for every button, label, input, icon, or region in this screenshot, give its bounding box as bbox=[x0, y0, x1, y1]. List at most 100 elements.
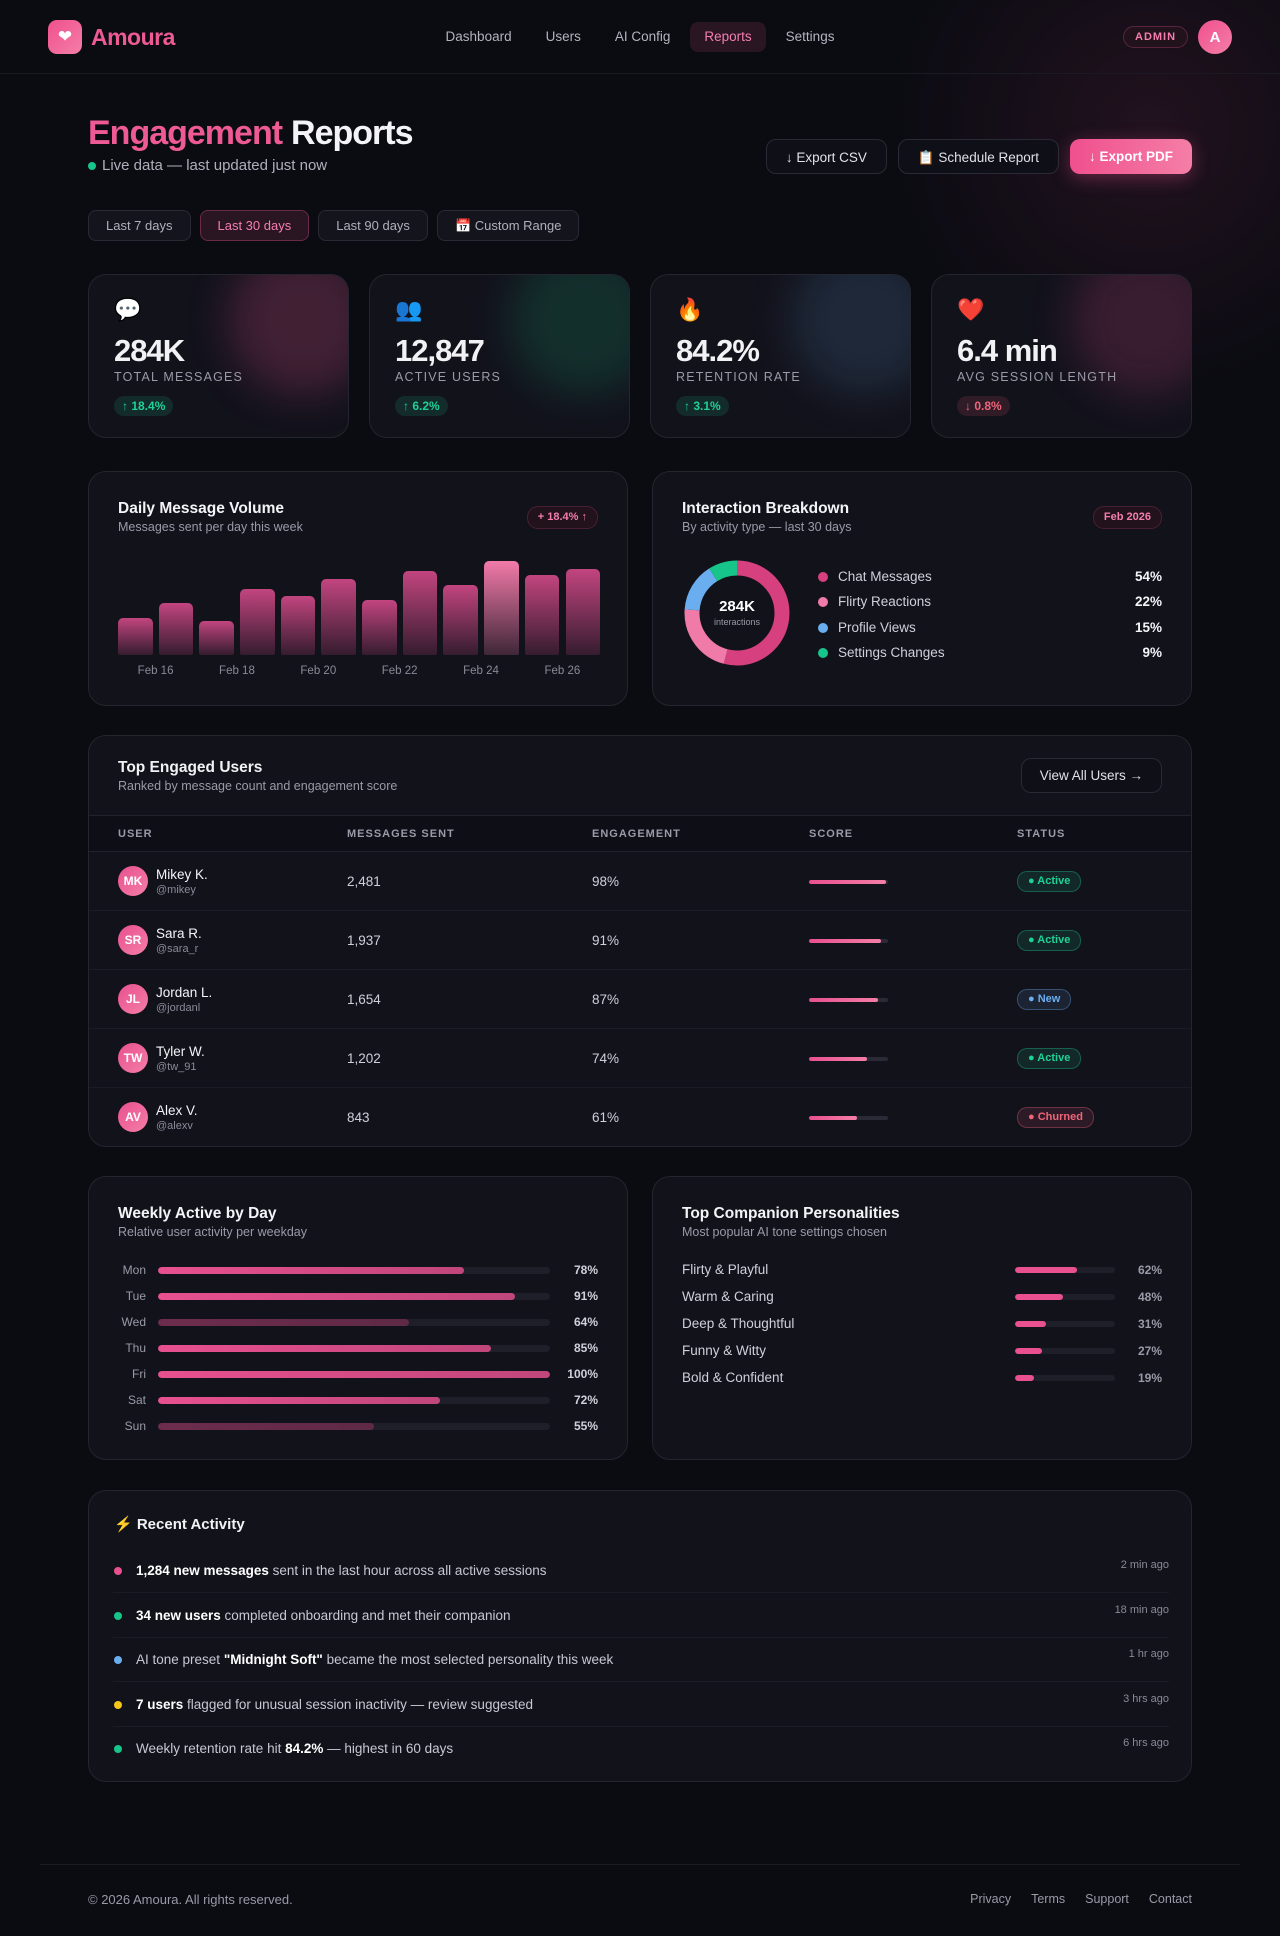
user-handle: @mikey bbox=[156, 884, 196, 896]
filter-button[interactable]: Last 30 days bbox=[199, 210, 310, 241]
view-all-button[interactable]: View All Users → bbox=[1020, 758, 1162, 793]
user-name: Tyler W. bbox=[156, 1044, 205, 1059]
stat-label: AVG SESSION LENGTH bbox=[957, 370, 1118, 384]
activity-dot bbox=[114, 1567, 122, 1575]
day-label: Sun bbox=[124, 1419, 146, 1433]
x-tick-label: Feb 26 bbox=[544, 665, 581, 677]
bar bbox=[280, 596, 316, 655]
footer-divider bbox=[40, 1864, 1240, 1865]
footer-link[interactable]: Privacy bbox=[970, 1892, 1012, 1906]
activity-time: 6 hrs ago bbox=[1123, 1737, 1169, 1749]
stat-card: 💬 284K TOTAL MESSAGES ↑ 18.4% bbox=[88, 274, 349, 438]
value-label: 55% bbox=[573, 1419, 598, 1433]
logo-icon: ❤ bbox=[48, 20, 82, 54]
donut-segment bbox=[684, 560, 790, 666]
user-avatar: JL bbox=[118, 984, 148, 1014]
bar bbox=[158, 1344, 492, 1352]
column-header: SCORE bbox=[809, 828, 854, 840]
avatar[interactable]: A bbox=[1198, 20, 1232, 54]
activity-dot bbox=[114, 1611, 122, 1620]
brand: Amoura bbox=[91, 24, 175, 50]
filter-button[interactable]: Last 90 days bbox=[318, 210, 428, 241]
action-button[interactable]: ↓ Export PDF bbox=[1069, 139, 1192, 174]
card-subtitle: Relative user activity per weekday bbox=[118, 1225, 307, 1239]
bar-track bbox=[158, 1396, 550, 1404]
activity-card: ⚡ Recent Activity 1,284 new messages sent… bbox=[88, 1490, 1192, 1782]
score-track bbox=[809, 939, 888, 943]
x-tick-label: Feb 18 bbox=[219, 665, 255, 677]
value-label: 72% bbox=[573, 1393, 598, 1407]
value-label: 64% bbox=[573, 1315, 598, 1329]
legend-value: 22% bbox=[1134, 594, 1162, 610]
value-label: 62% bbox=[1137, 1263, 1162, 1277]
score-bar bbox=[809, 1057, 868, 1061]
score-track bbox=[809, 1116, 888, 1120]
score-track bbox=[809, 998, 888, 1002]
user-handle: @jordanl bbox=[156, 1002, 201, 1014]
user-avatar: SR bbox=[118, 925, 148, 955]
activity-span: — highest in 60 days bbox=[323, 1741, 454, 1756]
bar bbox=[524, 574, 560, 655]
stat-value: 284K bbox=[114, 333, 185, 368]
stat-icon: 💬 bbox=[114, 297, 142, 322]
x-tick-label: Feb 24 bbox=[463, 665, 499, 677]
score-bar bbox=[809, 880, 887, 884]
legend-dot bbox=[818, 647, 828, 658]
engagement: 91% bbox=[592, 933, 620, 948]
footer-links: Privacy Terms Support Contact bbox=[970, 1892, 1192, 1906]
score-bar bbox=[809, 939, 881, 943]
nav-link[interactable]: Reports bbox=[690, 22, 766, 52]
stat-change: ↑ 18.4% bbox=[114, 396, 174, 416]
legend-label: Flirty Reactions bbox=[838, 594, 932, 610]
nav-link[interactable]: Dashboard bbox=[445, 29, 512, 44]
stat-label: RETENTION RATE bbox=[676, 370, 801, 384]
messages-sent: 2,481 bbox=[347, 874, 381, 889]
nav-link[interactable]: AI Config bbox=[614, 29, 671, 44]
value-label: 48% bbox=[1137, 1290, 1162, 1304]
card-subtitle: Ranked by message count and engagement s… bbox=[118, 779, 398, 793]
action-button[interactable]: ↓ Export CSV bbox=[765, 139, 887, 174]
messages-sent: 1,654 bbox=[347, 992, 381, 1007]
value-label: 19% bbox=[1137, 1371, 1162, 1385]
stat-icon: ❤️ bbox=[957, 297, 985, 322]
activity-highlight: "Midnight Soft" bbox=[223, 1652, 323, 1667]
footer-link[interactable]: Support bbox=[1085, 1892, 1129, 1906]
footer-link[interactable]: Terms bbox=[1031, 1892, 1066, 1906]
bar bbox=[565, 568, 600, 655]
action-button[interactable]: 📋 Schedule Report bbox=[897, 139, 1059, 174]
card-title: Weekly Active by Day bbox=[118, 1205, 277, 1222]
legend-value: 9% bbox=[1142, 644, 1162, 660]
nav-link[interactable]: Settings bbox=[785, 29, 835, 44]
score-track bbox=[809, 880, 888, 884]
card-title: ⚡ Recent Activity bbox=[114, 1516, 245, 1533]
footer-link[interactable]: Contact bbox=[1148, 1892, 1192, 1906]
nav-link[interactable]: Users bbox=[545, 29, 581, 44]
activity-dot bbox=[114, 1656, 122, 1664]
score-track bbox=[809, 1057, 888, 1061]
user-name: Alex V. bbox=[156, 1103, 198, 1118]
activity-span: flagged for unusual session inactivity —… bbox=[183, 1696, 533, 1712]
activity-highlight: 34 new users bbox=[136, 1607, 221, 1623]
bar bbox=[1015, 1348, 1042, 1354]
donut-chart: 284K interactions bbox=[684, 560, 790, 666]
user-name: Jordan L. bbox=[156, 985, 213, 1000]
bar-track bbox=[1015, 1267, 1115, 1273]
activity-time: 1 hr ago bbox=[1128, 1648, 1169, 1660]
stat-change: ↑ 3.1% bbox=[676, 396, 729, 416]
bar bbox=[1015, 1375, 1034, 1381]
bar bbox=[484, 561, 519, 655]
bar bbox=[158, 1370, 550, 1378]
stat-value: 12,847 bbox=[395, 333, 485, 368]
card-title: Top Engaged Users bbox=[118, 759, 263, 776]
filter-button[interactable]: Last 7 days bbox=[88, 210, 191, 241]
column-header: ENGAGEMENT bbox=[592, 828, 681, 840]
bar bbox=[118, 617, 153, 655]
score-bar bbox=[809, 998, 878, 1002]
bar-track bbox=[158, 1422, 550, 1430]
activity-span: sent in the last hour across all active … bbox=[268, 1563, 547, 1578]
activity-text: 7 users flagged for unusual session inac… bbox=[136, 1696, 533, 1714]
value-label: 78% bbox=[573, 1263, 598, 1277]
filter-button[interactable]: 📅 Custom Range bbox=[436, 210, 580, 241]
nav-bar: ❤ Amoura Dashboard Users AI Config Reports Set… bbox=[0, 0, 1280, 74]
user-name: Mikey K. bbox=[156, 867, 208, 882]
